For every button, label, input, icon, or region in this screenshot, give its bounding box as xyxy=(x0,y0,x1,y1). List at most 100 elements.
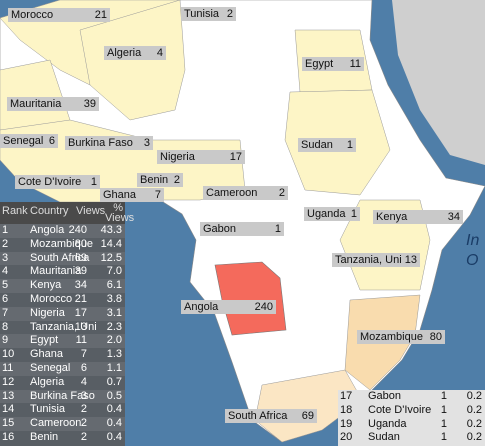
cell-rank: 6 xyxy=(2,292,9,305)
header-cell: % Views xyxy=(105,202,135,224)
cell-country: Benin xyxy=(30,430,59,443)
cell-rank: 1 xyxy=(2,224,9,236)
cell-views: 11 xyxy=(75,334,87,347)
cell-percent: 2.0 xyxy=(106,334,122,347)
cell-views: 34 xyxy=(74,279,87,292)
country-label: Uganda 1 xyxy=(304,207,360,221)
header-cell: Country xyxy=(30,205,69,217)
cell-rank: 15 xyxy=(2,417,15,430)
table-row: 7 Nigeria 17 3.1 xyxy=(0,306,125,321)
cell-rank: 4 xyxy=(2,265,9,278)
country-views: 2 xyxy=(173,174,180,186)
table-row: 6 Morocco 21 3.8 xyxy=(0,293,125,307)
country-name: Nigeria xyxy=(160,151,195,163)
country-views: 1 xyxy=(90,176,97,188)
cell-percent: 0.2 xyxy=(466,403,482,416)
table-row: 8 Tanzania, Uni 13 2.3 xyxy=(0,321,125,335)
cell-country: Kenya xyxy=(30,279,62,292)
country-name: Mozambique xyxy=(360,331,423,343)
country-views: 34 xyxy=(447,211,460,223)
country-label: Sudan 1 xyxy=(298,138,356,152)
country-label: Ghana 7 xyxy=(100,188,164,202)
arabia xyxy=(392,0,485,165)
country-views: 69 xyxy=(301,410,314,422)
table-header: Rank Country Views% Views xyxy=(0,202,135,224)
country-name: Mauritania xyxy=(10,98,62,110)
cell-percent: 0.7 xyxy=(106,375,122,388)
country-label: Gabon 1 xyxy=(200,222,284,236)
cell-views: 6 xyxy=(80,361,87,374)
country-views: 3 xyxy=(143,137,150,149)
cell-rank: 19 xyxy=(340,417,353,430)
country-views: 13 xyxy=(404,254,417,266)
cell-country: Cote D'Ivoire xyxy=(368,403,432,416)
country-views: 17 xyxy=(229,151,242,163)
table-row: 18 Cote D'Ivoire 1 0.2 xyxy=(338,404,485,418)
table-row: 13 Burkina Faso 3 0.5 xyxy=(0,389,125,404)
cell-rank: 7 xyxy=(2,306,9,319)
country-name: Morocco xyxy=(11,9,54,21)
country-views: 2 xyxy=(226,8,233,20)
header-cell: Rank xyxy=(2,205,28,217)
cell-country: Senegal xyxy=(30,361,71,374)
cell-country: Mozambique xyxy=(30,237,93,250)
country-views: 11 xyxy=(349,58,361,70)
cell-percent: 7.0 xyxy=(106,265,122,278)
country-views: 240 xyxy=(254,301,273,313)
country-name: Burkina Faso xyxy=(68,137,133,149)
cell-percent: 0.4 xyxy=(106,417,122,430)
country-label: Algeria 4 xyxy=(104,46,166,60)
header-cell: Views xyxy=(76,205,106,217)
country-label: Burkina Faso 3 xyxy=(65,136,153,150)
cell-country: Algeria xyxy=(30,375,65,388)
country-name: Cote D'Ivoire xyxy=(18,176,82,188)
country-name: Sudan xyxy=(301,139,333,151)
cell-views: 21 xyxy=(74,292,87,305)
cell-percent: 14.4 xyxy=(100,237,122,250)
country-name: Benin xyxy=(140,174,169,186)
cell-country: Cameroon xyxy=(30,417,82,430)
cell-rank: 17 xyxy=(340,390,353,402)
cell-percent: 0.4 xyxy=(106,403,122,416)
cell-rank: 8 xyxy=(2,320,9,333)
cell-country: Tanzania, Uni xyxy=(30,320,97,333)
cell-percent: 0.2 xyxy=(466,390,482,402)
country-name: Angola xyxy=(184,301,219,313)
cell-percent: 2.3 xyxy=(106,320,122,333)
table-row: 3 South Africa 69 12.5 xyxy=(0,251,125,266)
country-label: Angola 240 xyxy=(181,300,276,314)
country-label: Mozambique 80 xyxy=(357,330,445,344)
table-row: 14 Tunisia 2 0.4 xyxy=(0,403,125,417)
cell-country: Nigeria xyxy=(30,306,65,319)
table-row: 17 Gabon 1 0.2 xyxy=(338,390,485,404)
country-label: South Africa 69 xyxy=(225,409,317,423)
cell-views: 7 xyxy=(80,348,87,361)
table-row: 12 Algeria 4 0.7 xyxy=(0,376,125,390)
cell-views: 69 xyxy=(74,251,87,264)
cell-rank: 16 xyxy=(2,430,15,443)
country-name: Cameroon xyxy=(206,187,258,199)
country-label: Egypt 11 xyxy=(302,57,364,71)
country-views: 7 xyxy=(154,189,161,201)
table-row: 9 Egypt 11 2.0 xyxy=(0,334,125,349)
cell-views: 39 xyxy=(74,265,87,278)
ocean-label: O xyxy=(466,252,479,269)
cell-rank: 5 xyxy=(2,279,9,292)
cell-rank: 11 xyxy=(2,361,14,374)
country-name: South Africa xyxy=(228,410,288,422)
country-name: Uganda xyxy=(307,208,346,220)
country-views: 2 xyxy=(278,187,285,199)
table-row: 1 Angola 240 43.3 xyxy=(0,224,125,238)
cell-country: Morocco xyxy=(30,292,73,305)
cell-percent: 0.4 xyxy=(106,430,122,443)
country-name: Gabon xyxy=(203,223,237,235)
country-views: 1 xyxy=(274,223,281,235)
ocean-label: In xyxy=(466,232,480,249)
cell-rank: 13 xyxy=(2,389,15,402)
cell-country: Sudan xyxy=(368,431,400,444)
country-label: Tunisia 2 xyxy=(181,7,236,21)
cell-percent: 0.5 xyxy=(106,389,122,402)
cell-views: 2 xyxy=(80,417,87,430)
cell-views: 240 xyxy=(68,224,87,236)
cell-rank: 9 xyxy=(2,334,9,347)
